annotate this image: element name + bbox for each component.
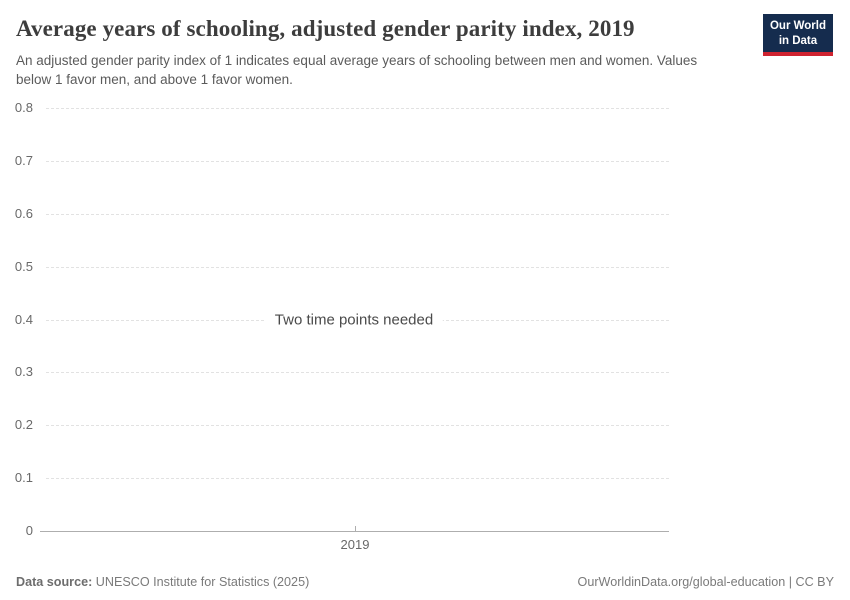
y-gridline (46, 372, 669, 373)
y-axis-tick-label: 0.8 (14, 100, 33, 115)
y-gridline (46, 267, 669, 268)
chart-subtitle: An adjusted gender parity index of 1 ind… (16, 53, 698, 88)
y-axis-tick-label: 0.3 (14, 364, 33, 379)
y-gridline (46, 425, 669, 426)
y-axis-tick-label: 0.7 (14, 153, 33, 168)
data-source-value: UNESCO Institute for Statistics (2025) (95, 575, 310, 589)
data-source-label: Data source: (16, 575, 93, 589)
y-gridline (46, 161, 669, 162)
y-axis-tick-label: 0.6 (14, 206, 33, 221)
x-axis-tick-label: 2019 (340, 537, 370, 552)
y-gridline (46, 108, 669, 109)
y-axis-tick-label: 0.5 (14, 259, 33, 274)
y-gridline (46, 478, 669, 479)
owid-logo-line2: in Data (778, 34, 818, 47)
y-axis-tick-label: 0.2 (14, 417, 33, 432)
x-axis-tick-mark (355, 526, 356, 531)
y-axis-tick-label: 0 (25, 523, 33, 538)
chart-footer: Data source: UNESCO Institute for Statis… (16, 575, 834, 589)
x-axis-line (40, 531, 669, 532)
data-source: Data source: UNESCO Institute for Statis… (16, 575, 309, 589)
credit-line: OurWorldinData.org/global-education | CC… (577, 575, 834, 589)
y-gridline (46, 214, 669, 215)
owid-logo: Our World in Data (762, 14, 833, 56)
y-axis-tick-label: 0.4 (14, 312, 33, 327)
owid-logo-line1: Our World (769, 20, 826, 32)
y-axis-tick-label: 0.1 (14, 470, 33, 485)
page-title: Average years of schooling, adjusted gen… (16, 16, 635, 41)
no-data-message: Two time points needed (264, 310, 444, 330)
